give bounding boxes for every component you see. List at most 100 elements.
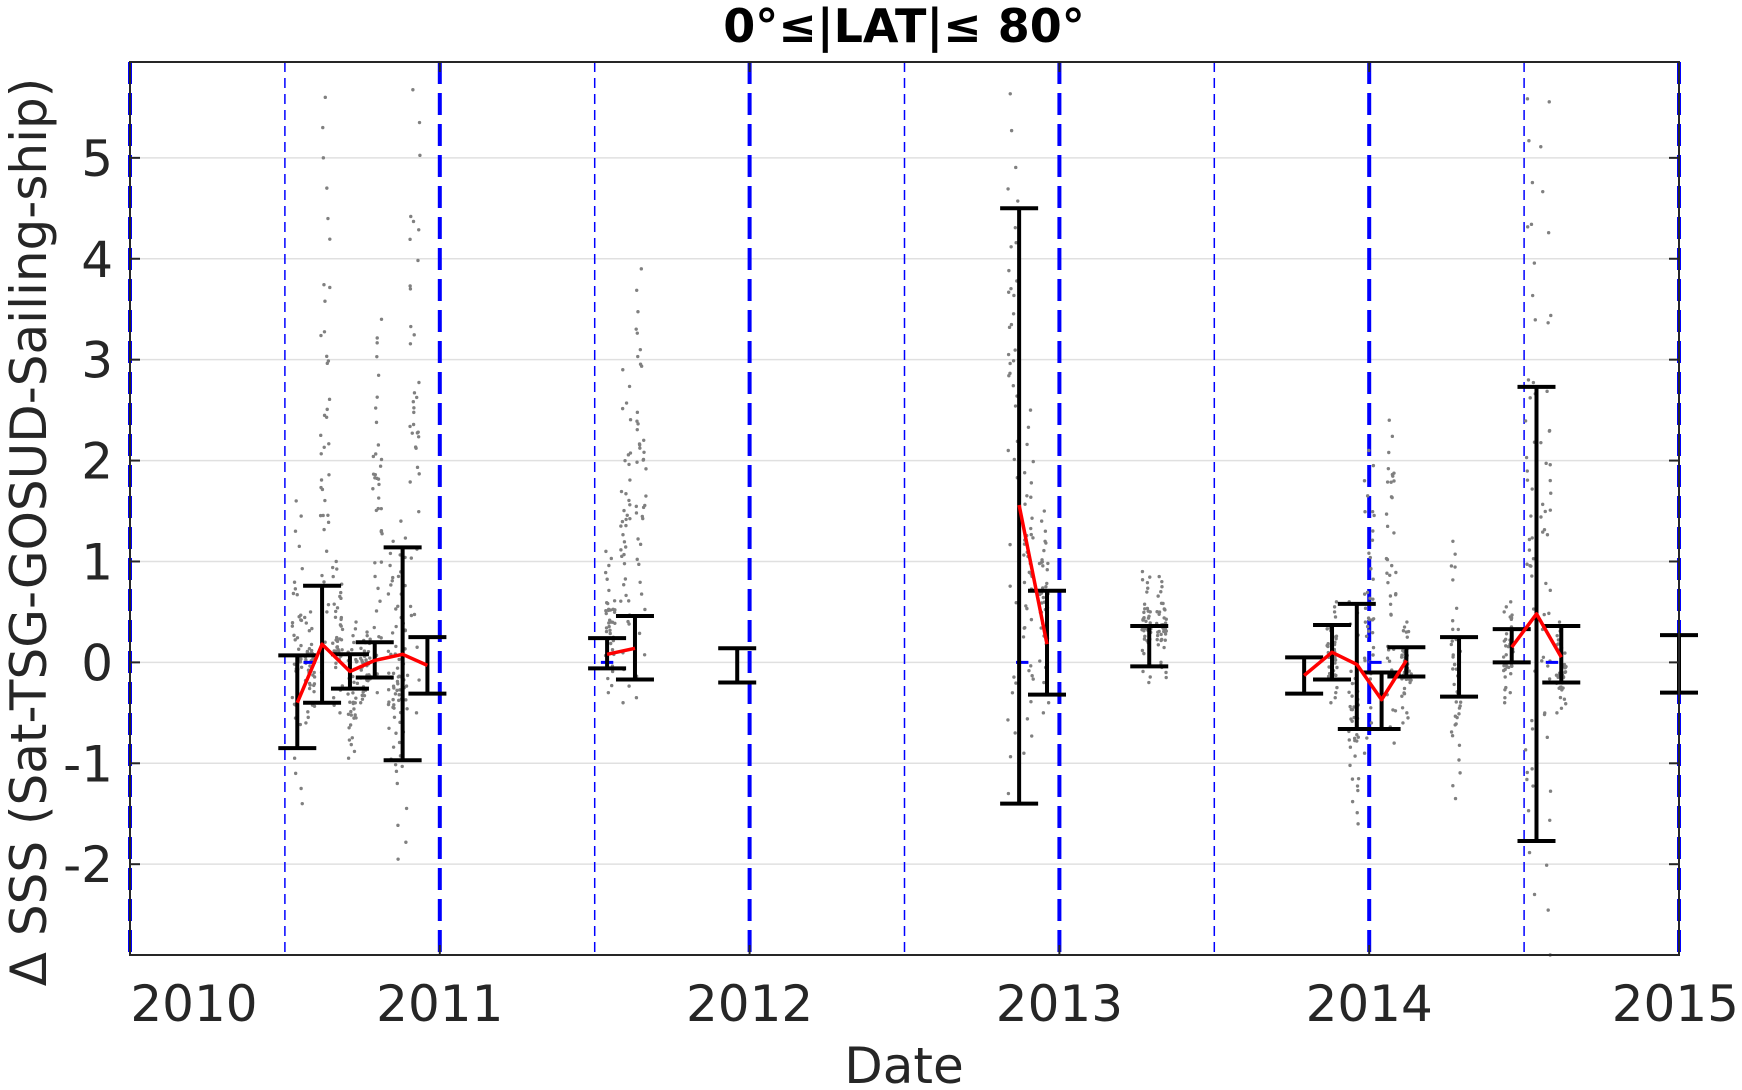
data-point: [1164, 675, 1168, 680]
data-point: [1334, 634, 1339, 638]
data-point: [331, 641, 335, 645]
data-point: [376, 506, 380, 511]
data-point: [410, 431, 414, 435]
data-point: [1458, 771, 1462, 775]
data-point: [1155, 633, 1160, 638]
data-point: [397, 698, 401, 703]
data-point: [1029, 617, 1034, 622]
data-point: [1371, 645, 1376, 650]
data-point: [1140, 578, 1145, 582]
data-point: [378, 599, 382, 603]
data-point: [417, 380, 421, 385]
data-point: [388, 563, 392, 568]
data-point: [627, 599, 631, 603]
data-point: [1368, 596, 1372, 600]
data-point: [1394, 570, 1398, 575]
data-point: [408, 284, 412, 288]
data-point: [415, 431, 420, 435]
data-point: [1556, 642, 1560, 646]
data-point: [1543, 509, 1547, 514]
data-point: [1405, 711, 1409, 715]
data-point: [607, 624, 611, 629]
data-point: [374, 420, 379, 425]
data-point: [1333, 661, 1337, 665]
data-point: [604, 629, 609, 634]
data-point: [393, 762, 398, 767]
data-point: [635, 288, 639, 292]
data-point: [417, 509, 421, 514]
data-point: [1155, 609, 1159, 614]
data-point: [1022, 751, 1026, 755]
data-point: [1332, 605, 1337, 609]
data-point: [365, 633, 369, 638]
data-point: [310, 626, 314, 631]
data-point: [1008, 92, 1012, 96]
data-point: [1333, 640, 1337, 645]
data-point: [408, 237, 412, 242]
data-point: [604, 601, 609, 605]
data-point: [1145, 580, 1150, 585]
data-point: [1334, 690, 1338, 695]
data-point: [394, 624, 398, 629]
data-point: [1392, 531, 1396, 535]
data-point: [1046, 561, 1050, 566]
data-point: [409, 324, 413, 329]
data-point: [1014, 681, 1018, 685]
data-point: [1531, 557, 1536, 561]
data-point: [1450, 619, 1455, 623]
data-point: [1348, 704, 1352, 709]
data-point: [1022, 471, 1027, 475]
data-point: [1401, 648, 1405, 653]
data-point: [1529, 514, 1533, 518]
data-point: [1508, 615, 1512, 619]
data-point: [351, 701, 355, 706]
data-point: [1450, 733, 1455, 738]
data-point: [1504, 605, 1509, 609]
data-point: [1347, 738, 1351, 742]
data-point: [1333, 695, 1337, 700]
data-point: [1457, 743, 1462, 747]
data-point: [1027, 668, 1031, 673]
data-point: [396, 857, 400, 861]
data-point: [397, 674, 402, 678]
data-point: [1037, 561, 1042, 566]
data-point: [1529, 222, 1534, 227]
data-point: [1041, 711, 1046, 715]
data-point: [1532, 261, 1537, 265]
data-point: [417, 472, 421, 476]
data-point: [1146, 586, 1150, 590]
data-point: [1564, 664, 1568, 669]
data-point: [606, 676, 610, 681]
data-point: [1391, 474, 1395, 478]
data-point: [1453, 565, 1457, 569]
data-point: [1155, 637, 1159, 642]
data-point: [1385, 571, 1389, 575]
data-point: [1372, 513, 1376, 518]
monthly-mean-lines: [295, 504, 1563, 704]
data-point: [627, 684, 631, 688]
data-point: [1042, 548, 1046, 553]
data-point: [1334, 673, 1338, 678]
data-point: [1008, 584, 1012, 588]
data-point: [1544, 461, 1548, 466]
data-point: [1525, 225, 1530, 229]
data-point: [1160, 579, 1164, 584]
data-point: [304, 658, 308, 662]
data-point: [627, 462, 631, 467]
data-point: [352, 749, 357, 754]
data-point: [291, 591, 296, 596]
data-point: [1384, 512, 1389, 516]
y-tick-label: 2: [81, 433, 113, 491]
data-point: [326, 520, 331, 525]
data-point: [320, 487, 325, 492]
data-point: [290, 621, 295, 625]
data-point: [414, 711, 419, 715]
data-point: [624, 593, 628, 598]
data-point: [394, 607, 398, 611]
data-point: [306, 710, 310, 714]
data-point: [1030, 516, 1034, 520]
data-point: [1525, 777, 1529, 782]
monthly-mean-line: [295, 642, 429, 704]
data-point: [1539, 515, 1543, 519]
data-point: [1545, 735, 1549, 740]
